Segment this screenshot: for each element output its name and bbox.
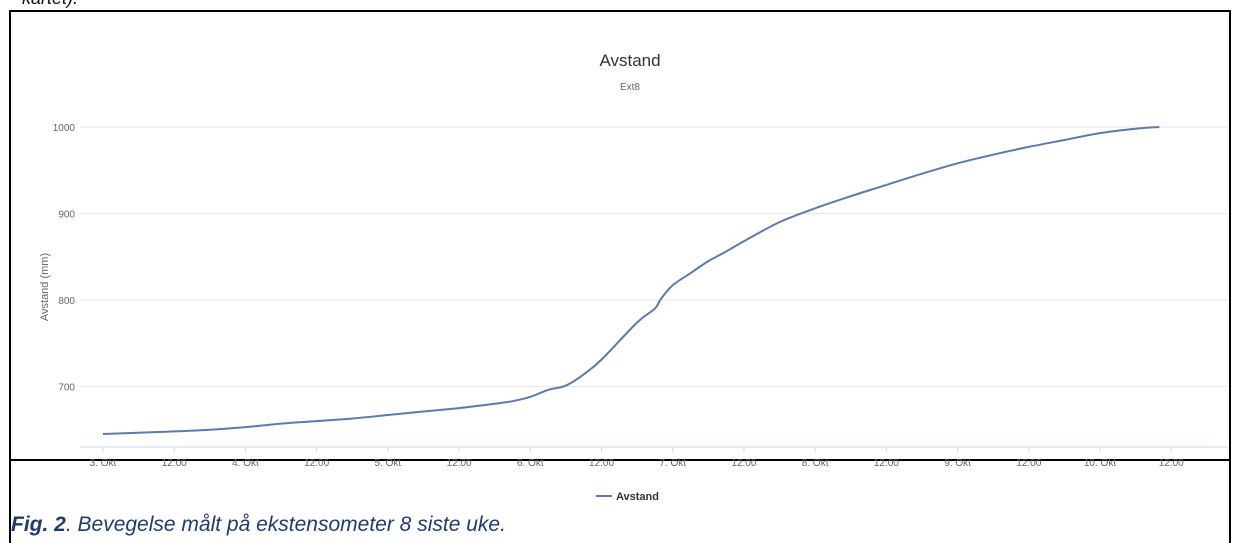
x-tick-label: 5. Okt (375, 458, 402, 469)
y-axis-ticks: 700 800 900 1000 (53, 123, 76, 393)
x-axis-ticks: 3. Okt 12:00 4. Okt 12:00 5. Okt 12:00 6. Okt 1… (90, 447, 1184, 469)
figure-caption-label: Fig. 2 (11, 513, 66, 536)
x-tick-label: 12:00 (447, 458, 472, 469)
figure-caption: Fig. 2. Bevegelse målt på ekstensometer … (11, 513, 506, 537)
x-tick-label: 6. Okt (517, 458, 544, 469)
x-tick-label: 12:00 (874, 458, 899, 469)
y-tick-label: 1000 (53, 123, 76, 134)
gridlines (80, 126, 1228, 448)
x-tick-label: 9. Okt (944, 458, 971, 469)
y-tick-label: 900 (58, 209, 75, 220)
x-tick-label: 7. Okt (659, 458, 686, 469)
series-line-avstand[interactable] (102, 126, 1160, 435)
series-layer (102, 126, 1160, 435)
y-axis-title: Avstand (mm) (39, 253, 51, 321)
x-tick-label: 12:00 (1016, 458, 1041, 469)
chart-title: Avstand (599, 51, 660, 70)
x-tick-label: 12:00 (731, 458, 756, 469)
x-tick-label: 12:00 (304, 458, 329, 469)
x-tick-label: 10. Okt (1084, 458, 1116, 469)
x-tick-label: 3. Okt (90, 458, 117, 469)
x-tick-label: 12:00 (162, 458, 187, 469)
frame-right-rule (1229, 460, 1231, 543)
x-tick-label: 12:00 (589, 458, 614, 469)
legend-label: Avstand (616, 491, 659, 503)
x-tick-label: 12:00 (1159, 458, 1184, 469)
x-tick-label: 4. Okt (232, 458, 259, 469)
y-tick-label: 700 (58, 382, 75, 393)
preceding-text-fragment: kartet). (22, 0, 78, 9)
figure-caption-text: . Bevegelse målt på ekstensometer 8 sist… (65, 513, 506, 536)
chart-subtitle: Ext8 (620, 82, 640, 93)
figure-frame (9, 10, 1231, 461)
frame-left-rule (9, 460, 11, 543)
y-tick-label: 800 (58, 296, 75, 307)
legend[interactable]: Avstand (596, 491, 659, 503)
x-tick-label: 8. Okt (802, 458, 829, 469)
